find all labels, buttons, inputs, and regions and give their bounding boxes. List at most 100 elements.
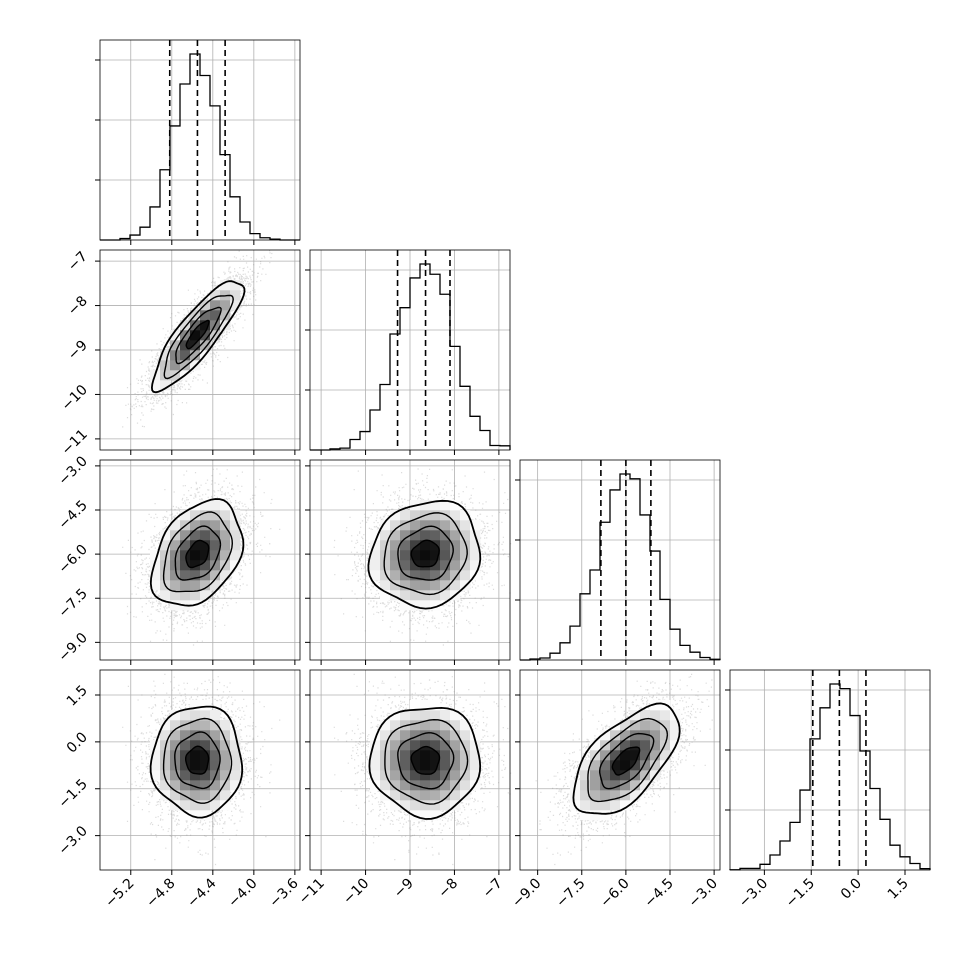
density-panel-r3c1-density-cell (150, 580, 161, 591)
density-panel-r4c1-density-cell (210, 800, 221, 811)
density-panel-r4c2-density-cell (410, 770, 421, 781)
density-panel-r4c2-density-cell (450, 790, 461, 801)
density-panel-r4c2-contour-4 (368, 706, 482, 820)
hist-panel-3-frame (519, 459, 721, 661)
density-panel-r3c1-density-cell (200, 510, 211, 521)
density-panel-r4c1-density-cell (220, 770, 231, 781)
density-panel-r4c3-density-cell (630, 760, 641, 771)
density-panel-r4c2-density-cell (390, 780, 401, 791)
density-panel-r2c1-density-cell (200, 330, 211, 341)
density-panel-r3c1-contour-3 (162, 511, 234, 593)
density-panel-r4c1-density-cell (170, 710, 181, 721)
density-panel-r2c1-density-cell (180, 320, 191, 331)
density-panel-r3c1-ytick-label-3: −4.5 (55, 498, 90, 533)
density-panel-r4c1-density-cell (220, 760, 231, 771)
density-panel-r3c2-density-cell (410, 540, 421, 551)
density-panel-r4c3-density-cell (650, 710, 661, 721)
density-panel-r4c3-density-cell (620, 770, 631, 781)
density-panel-r4c2-density-cell (430, 790, 441, 801)
density-panel-r3c2-density-cell (390, 580, 401, 591)
density-panel-r3c2-density-cell (390, 520, 401, 531)
density-panel-r4c3-density-cell (580, 790, 591, 801)
density-panel-r3c2-density-cell (460, 560, 471, 571)
density-panel-r4c1-density-cell (220, 780, 231, 791)
density-panel-r4c2-density-cell (440, 790, 451, 801)
density-panel-r4c3-xtick-label-3: −4.5 (641, 876, 676, 911)
density-panel-r4c1-ytick-label-1: −1.5 (55, 776, 90, 811)
density-panel-r3c2-density-cell (450, 580, 461, 591)
density-panel-r4c1-density-cell (230, 750, 241, 761)
density-panel-r3c2-density-cell (420, 600, 431, 611)
density-panel-r3c1-density-cell (210, 510, 221, 521)
density-panel-r3c1-density-cell (220, 570, 231, 581)
density-panel-r2c1-density-cell (170, 330, 181, 341)
density-panel-r4c1-contour-1 (184, 745, 210, 775)
density-panel-r4c2-density-cell (420, 730, 431, 741)
density-panel-r3c2-density-cell (450, 510, 461, 521)
density-panel-r4c2-density-cell (420, 810, 431, 821)
density-panel-r4c1-density-cell (160, 730, 171, 741)
density-panel-r4c1-density-cell (180, 750, 191, 761)
density-panel-r3c1-density-cell (180, 530, 191, 541)
density-panel-r4c2-density-cell (370, 770, 381, 781)
density-panel-r4c2-density-cell (470, 760, 481, 771)
density-panel-r4c1-density-cell (230, 780, 241, 791)
density-panel-r3c2-density-cell (440, 520, 451, 531)
density-panel-r3c2-density-cell (400, 510, 411, 521)
density-panel-r3c2-density-cell (380, 590, 391, 601)
density-panel-r3c2-density-cell (390, 590, 401, 601)
density-panel-r4c3-density-cell (600, 760, 611, 771)
density-panel-r3c2-density-cell (410, 590, 421, 601)
density-panel-r4c2-density-cell (420, 790, 431, 801)
density-panel-r3c2-density-cell (470, 540, 481, 551)
density-panel-r4c2-density-cell (430, 770, 441, 781)
density-panel-r4c3-xtick-label-0: −9.0 (509, 876, 544, 911)
density-panel-r4c2-density-cell (370, 730, 381, 741)
density-panel-r4c3-density-cell (590, 810, 601, 821)
density-panel-r4c2-density-cell (440, 730, 451, 741)
density-panel-r3c1-density-cell (190, 520, 201, 531)
density-panel-r4c3-density-cell (660, 720, 671, 731)
density-panel-r2c1-density-cell (230, 280, 241, 291)
density-panel-r3c2-density-cell (370, 530, 381, 541)
hist-panel-4-histogram-step (729, 683, 931, 871)
density-panel-r4c1-density-cell (200, 710, 211, 721)
density-panel-r3c2-density-cell (430, 570, 441, 581)
density-panel-r4c1-ytick-label-3: 1.5 (64, 683, 91, 710)
density-panel-r3c1-density-cell (230, 540, 241, 551)
density-panel-r3c1-density-cell (170, 570, 181, 581)
density-panel-r4c2-density-cell (400, 790, 411, 801)
density-panel-r3c2-density-cell (430, 590, 441, 601)
density-panel-r4c2-density-cell (460, 770, 471, 781)
density-panel-r4c3-density-cell (640, 730, 651, 741)
density-panel-r2c1-density-cell (190, 320, 201, 331)
density-panel-r3c2-density-cell (400, 560, 411, 571)
density-panel-r3c1-density-cell (220, 510, 231, 521)
density-panel-r4c2-density-cell (470, 770, 481, 781)
density-panel-r2c1-density-cell (180, 340, 191, 351)
density-panel-r4c1-density-cell (180, 800, 191, 811)
density-panel-r4c3-density-cell (570, 790, 581, 801)
density-panel-r3c2-density-cell (410, 600, 421, 611)
density-panel-r3c2-density-cell (420, 530, 431, 541)
density-panel-r4c2-density-cell (440, 760, 451, 771)
density-panel-r4c2-density-cell (390, 790, 401, 801)
hist-panel-4-xtick-label-3: 1.5 (885, 876, 912, 903)
density-panel-r3c2-density-cell (410, 580, 421, 591)
density-panel-r4c3-density-cell (600, 810, 611, 821)
density-panel-r4c3-density-cell (590, 780, 601, 791)
density-panel-r4c2-density-cell (440, 710, 451, 721)
density-panel-r4c1-density-cell (150, 760, 161, 771)
density-panel-r4c1-density-cell (220, 750, 231, 761)
density-panel-r3c1-density-cell (200, 590, 211, 601)
density-panel-r4c3-density-cell (580, 770, 591, 781)
density-panel-r3c1-density-cell (160, 550, 171, 561)
density-panel-r4c2-density-cell (370, 750, 381, 761)
density-panel-r4c2-density-cell (460, 780, 471, 791)
density-panel-r4c3-density-cell (580, 800, 591, 811)
density-panel-r3c1-density-cell (150, 560, 161, 571)
density-panel-r4c3-density-cell (620, 720, 631, 731)
density-panel-r4c1-density-cell (190, 700, 201, 711)
density-panel-r4c2-density-cell (420, 770, 431, 781)
density-panel-r3c1-contour-1 (185, 539, 210, 569)
